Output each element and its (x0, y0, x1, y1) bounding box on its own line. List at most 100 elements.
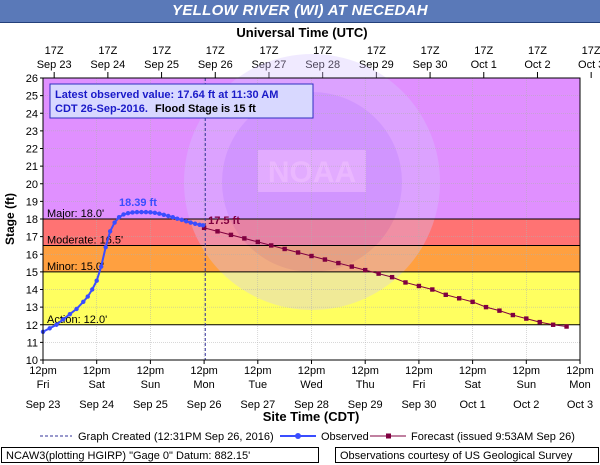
observed-point (94, 278, 99, 283)
forecast-point (255, 239, 260, 245)
bottom-tick-date: Oct 2 (513, 399, 539, 411)
top-tick-hour: 17Z (45, 45, 64, 57)
bottom-tick-day: Mon (193, 379, 214, 391)
bottom-tick-time: 12pm (459, 365, 487, 377)
observed-point (116, 215, 122, 220)
top-tick-hour: 17Z (313, 45, 332, 57)
y-axis-title: Stage (ft) (3, 193, 17, 245)
forecast-point (295, 250, 301, 255)
top-tick-date: Oct 1 (471, 59, 497, 71)
observed-point (81, 299, 86, 305)
flood-category-labels: Major: 18.0' Moderate: 16.5' Minor: 15.0' A… (47, 208, 123, 326)
observed-series-points (40, 209, 206, 334)
y-tick-label: 15 (26, 267, 38, 279)
observations-credit: Observations courtesy of US Geological S… (335, 447, 599, 463)
bottom-tick-day: Wed (300, 379, 322, 391)
bottom-tick-day: Fri (37, 379, 50, 391)
flood-stage-text: Flood Stage is 15 ft (155, 103, 256, 115)
bottom-tick-day: Tue (249, 379, 268, 391)
observed-point (200, 223, 206, 228)
forecast-point (282, 246, 287, 252)
top-tick-hour: 17Z (528, 45, 547, 57)
top-tick-date: Oct 3 (578, 59, 600, 71)
latest-observation-text: Latest observed value: 17.64 ft at 11:30… (55, 89, 278, 101)
forecast-point (430, 287, 435, 292)
observed-point (175, 216, 180, 221)
observed-point (67, 311, 73, 317)
forecast-point (269, 243, 274, 248)
forecast-point (215, 229, 220, 234)
flood-label-minor: Minor: 15.0' (47, 261, 104, 273)
hydrograph-chart: Universal Time (UTC) 17Z Sep 23 17Z Sep 24 1… (3, 25, 600, 443)
forecast-point (483, 304, 489, 310)
top-tick-hour: 17Z (582, 45, 600, 57)
observed-point (103, 245, 108, 250)
bottom-tick-day: Thu (356, 379, 375, 391)
bottom-tick-time: 12pm (83, 365, 111, 377)
page-title: YELLOW RIVER (WI) AT NECEDAH (0, 0, 600, 23)
observed-point (54, 322, 59, 327)
forecast-point (510, 312, 516, 318)
y-tick-label: 25 (26, 91, 38, 103)
y-tick-label: 17 (26, 232, 38, 244)
crest-label: 18.39 ft (119, 197, 157, 209)
observed-point (107, 229, 113, 234)
top-tick-hour: 17Z (152, 45, 171, 57)
top-tick-date: Sep 24 (90, 59, 125, 71)
bottom-tick-day: Sun (141, 379, 161, 391)
observed-point (47, 326, 52, 331)
forecast-point (228, 232, 234, 238)
bottom-tick-date: Sep 27 (240, 399, 275, 411)
legend-observed: Observed (321, 431, 369, 443)
y-tick-label: 26 (26, 73, 38, 85)
y-tick-label: 13 (26, 302, 38, 314)
observed-point (85, 294, 90, 299)
bottom-tick-day: Mon (569, 379, 590, 391)
y-tick-label: 14 (26, 285, 38, 297)
observed-point (121, 212, 126, 217)
datum-footer: NCAW3(plotting HGIRP) "Gage 0" Datum: 88… (1, 447, 319, 463)
observed-point (134, 209, 140, 215)
flood-label-action: Action: 12.0' (47, 314, 107, 326)
legend-forecast: Forecast (issued 9:53AM Sep 26) (411, 431, 575, 443)
observed-point (157, 211, 162, 216)
observed-point (188, 220, 193, 225)
flood-label-moderate: Moderate: 16.5' (47, 234, 123, 246)
top-tick-hour: 17Z (421, 45, 440, 57)
forecast-point (201, 225, 207, 231)
bottom-tick-date: Oct 1 (459, 399, 485, 411)
observed-point (90, 287, 95, 292)
y-tick-label: 11 (27, 337, 38, 349)
bottom-tick-time: 12pm (513, 365, 541, 377)
bottom-tick-date: Sep 30 (401, 399, 436, 411)
observed-point (170, 215, 175, 220)
y-tick-label: 10 (26, 355, 38, 367)
forecast-point (550, 322, 556, 327)
bottom-tick-time: 12pm (190, 365, 218, 377)
bottom-tick-time: 12pm (566, 365, 594, 377)
top-tick-hour: 17Z (206, 45, 225, 57)
bottom-tick-time: 12pm (405, 365, 433, 377)
top-tick-date: Sep 26 (198, 59, 233, 71)
observed-point (98, 264, 104, 269)
top-tick-date: Sep 30 (413, 59, 448, 71)
forecast-series-points (201, 225, 569, 329)
x-axis-title: Site Time (CDT) (263, 409, 360, 424)
y-tick-label: 24 (26, 108, 38, 120)
forecast-point (389, 274, 395, 280)
bottom-tick-date: Oct 3 (567, 399, 593, 411)
observed-point (112, 220, 117, 225)
forecast-point (242, 236, 247, 241)
top-axis-ticks: 17Z Sep 23 17Z Sep 24 17Z Sep 25 17Z Sep 26 17Z S… (37, 45, 600, 78)
observed-point (130, 210, 135, 215)
chart-legend: Graph Created (12:31PM Sep 26, 2016) Obs… (40, 431, 575, 443)
top-axis-title: Universal Time (UTC) (236, 25, 367, 40)
forecast-point (524, 316, 529, 321)
bottom-tick-time: 12pm (29, 365, 57, 377)
bottom-tick-time: 12pm (244, 365, 272, 377)
observed-point (152, 210, 158, 216)
forecast-point (336, 260, 341, 266)
bottom-tick-date: Sep 23 (26, 399, 61, 411)
bottom-tick-date: Sep 25 (133, 399, 168, 411)
